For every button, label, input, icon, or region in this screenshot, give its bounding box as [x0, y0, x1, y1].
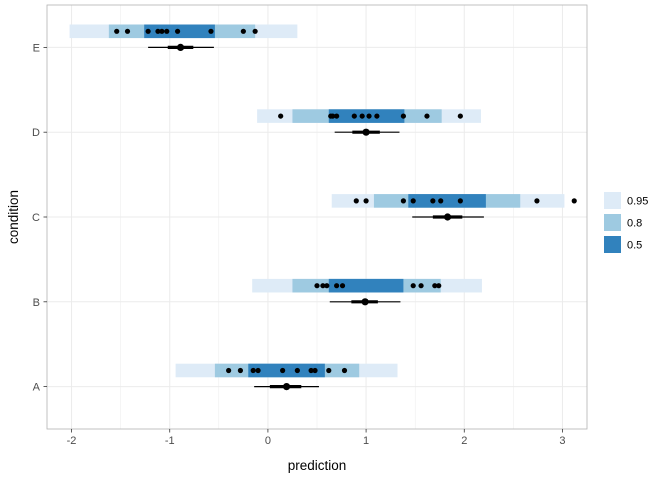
sample-point-c: [400, 198, 406, 204]
sample-point-b: [436, 283, 442, 289]
sample-point-c: [571, 198, 577, 204]
y-tick-label: D: [32, 127, 40, 139]
y-tick-label: C: [32, 212, 40, 224]
sample-point-d: [334, 113, 340, 119]
interval-band-a-05: [248, 363, 325, 378]
interval-band-b-05: [328, 278, 404, 293]
legend-label: 0.5: [627, 240, 642, 252]
x-tick-label: -1: [165, 435, 175, 447]
sample-point-e: [155, 28, 161, 34]
sample-point-a: [294, 367, 300, 374]
sample-point-d: [424, 113, 430, 119]
sample-point-c: [363, 198, 369, 204]
x-tick-label: -2: [67, 435, 77, 447]
sample-point-d: [400, 113, 406, 119]
sample-point-a: [312, 367, 318, 374]
sample-point-b: [324, 283, 330, 289]
y-axis-title: condition: [6, 190, 21, 244]
median-point-a: [282, 383, 291, 391]
legend: 0.95 0.8 0.5: [604, 192, 648, 253]
sample-point-d: [278, 113, 284, 119]
x-tick-label: 2: [461, 435, 467, 447]
sample-points: [114, 28, 577, 374]
y-axis-ticks: A B C D E: [32, 42, 47, 394]
sample-point-d: [351, 113, 357, 119]
sample-point-e: [145, 28, 151, 34]
sample-point-e: [159, 28, 165, 34]
legend-key-095: [604, 192, 621, 209]
sample-point-b: [418, 283, 424, 289]
interval-band-c-05: [408, 194, 486, 208]
point-intervals: [148, 43, 484, 391]
y-tick-label: E: [33, 42, 40, 54]
median-point-c: [443, 213, 452, 221]
legend-label: 0.95: [627, 196, 648, 208]
sample-point-c: [353, 198, 359, 204]
sample-point-e: [114, 28, 120, 34]
median-point-d: [362, 128, 370, 136]
sample-point-d: [374, 113, 380, 119]
sample-point-e: [208, 28, 214, 34]
legend-label: 0.8: [627, 218, 642, 230]
x-axis-ticks: -2 -1 0 1 2 3: [67, 429, 566, 447]
sample-point-a: [326, 367, 332, 374]
x-tick-label: 0: [265, 435, 271, 447]
x-tick-label: 1: [363, 435, 369, 447]
sample-point-b: [432, 283, 438, 289]
sample-point-c: [457, 198, 463, 204]
sample-point-e: [252, 28, 258, 34]
sample-point-d: [366, 113, 372, 119]
sample-point-b: [339, 283, 346, 289]
legend-key-08: [604, 214, 621, 231]
grid-lines: [47, 5, 587, 429]
sample-point-c: [430, 198, 436, 204]
sample-point-c: [534, 198, 540, 204]
sample-point-b: [320, 283, 326, 289]
sample-point-d: [359, 113, 365, 119]
sample-point-b: [334, 283, 340, 289]
sample-point-e: [124, 28, 131, 34]
sample-point-e: [174, 28, 181, 34]
x-axis-title: prediction: [288, 458, 347, 473]
y-tick-label: A: [33, 382, 41, 394]
median-point-b: [361, 298, 369, 306]
interval-bands: [69, 24, 565, 378]
sample-point-a: [308, 367, 314, 374]
sample-point-e: [164, 28, 170, 34]
sample-point-a: [237, 367, 244, 374]
median-point-e: [176, 43, 185, 52]
sample-point-a: [341, 367, 348, 374]
sample-point-a: [226, 367, 232, 374]
sample-point-d: [330, 113, 336, 119]
sample-point-c: [438, 198, 444, 204]
x-tick-label: 3: [559, 435, 565, 447]
sample-point-a: [250, 367, 256, 374]
sample-point-e: [240, 28, 246, 34]
sample-point-a: [280, 367, 286, 374]
y-tick-label: B: [33, 297, 40, 309]
sample-point-b: [314, 283, 320, 289]
sample-point-c: [410, 198, 416, 204]
legend-key-05: [604, 236, 621, 253]
sample-point-a: [255, 367, 261, 374]
sample-point-b: [410, 283, 416, 289]
sample-point-d: [457, 113, 463, 119]
